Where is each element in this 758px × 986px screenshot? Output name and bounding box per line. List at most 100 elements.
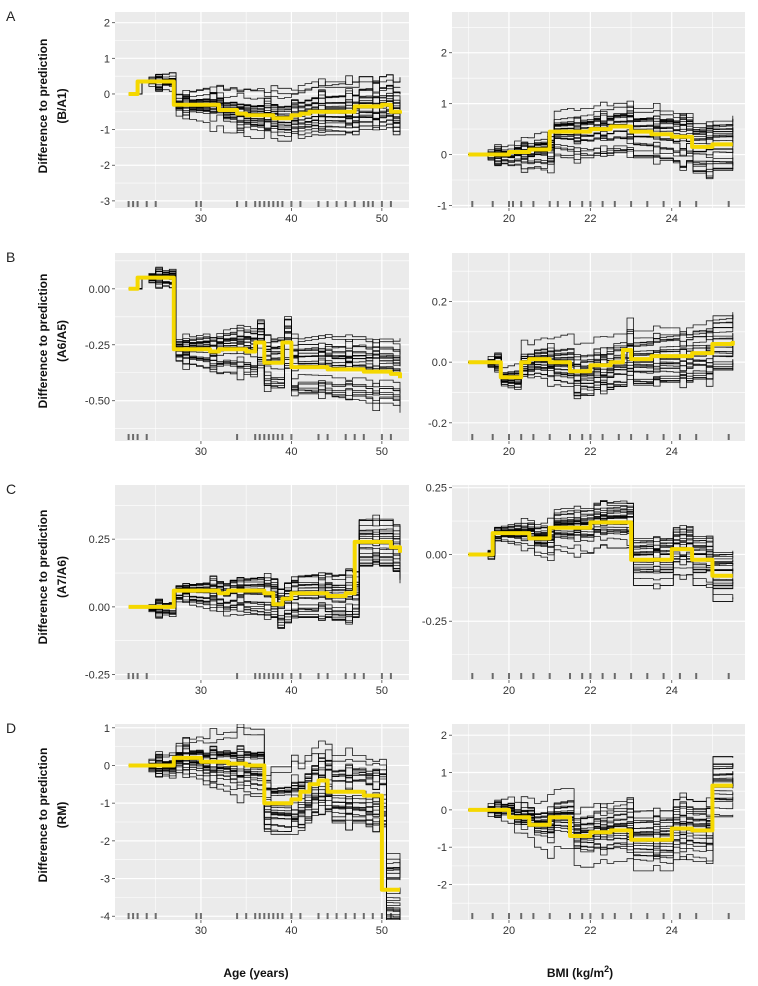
row-letter-b: B (6, 249, 15, 265)
rug-mark (272, 201, 275, 207)
rug-mark (532, 434, 535, 440)
rug-mark (299, 913, 302, 919)
panel-background (452, 12, 745, 208)
rug-mark (630, 201, 633, 207)
y-tick-label: 1 (441, 99, 447, 111)
ice-curve (128, 724, 401, 860)
rug-mark (127, 201, 130, 207)
rug-mark (317, 201, 320, 207)
rug-mark (353, 434, 356, 440)
rug-mark (520, 201, 523, 207)
rug-mark (254, 673, 257, 679)
rug-mark (299, 201, 302, 207)
x-tick-label: 22 (584, 685, 596, 697)
rug-mark (389, 673, 392, 679)
ice-curve (128, 518, 401, 609)
rug-mark (380, 913, 383, 919)
rug-mark (362, 673, 365, 679)
x-tick-label: 30 (195, 446, 207, 458)
ice-curve (128, 751, 401, 878)
panel-c-bmi: 20 22 24 -0.25 0.00 0.25 (422, 483, 745, 697)
panel-background (452, 724, 745, 920)
ice-curve (468, 809, 734, 872)
rug-mark (353, 673, 356, 679)
rug-mark (508, 673, 510, 679)
y-tick-label: -1 (100, 798, 110, 810)
y-tick-label: -2 (437, 880, 447, 892)
rug-mark (380, 434, 383, 440)
rug-mark (276, 201, 279, 207)
row-letter-a: A (6, 8, 16, 24)
y-tick-label: 1 (104, 53, 110, 65)
rug-mark (267, 673, 270, 679)
rug-mark (263, 913, 266, 919)
ice-curve (468, 107, 734, 155)
panel-background (452, 253, 745, 441)
rug-mark (695, 913, 698, 919)
rug-mark (145, 434, 148, 440)
rug-mark (678, 673, 681, 679)
rug-mark (136, 673, 139, 679)
rug-mark (335, 201, 338, 207)
ice-curve (468, 506, 734, 555)
y-axis-title-row-a: Difference to prediction (B/A1) (36, 39, 69, 174)
panel-a-bmi: 20 22 24 -1 0 1 2 (437, 12, 745, 225)
rug-mark (281, 201, 284, 207)
x-tick-label: 40 (285, 213, 297, 225)
rug-mark (317, 913, 320, 919)
y-axis-title-line2: (B/A1) (55, 88, 69, 123)
rug-mark (727, 913, 730, 919)
rug-mark (589, 673, 592, 679)
rug-mark (344, 201, 347, 207)
y-tick-label: -0.25 (85, 340, 110, 352)
rug-mark (258, 201, 261, 207)
y-tick-label: 2 (441, 730, 447, 742)
rug-mark (263, 673, 266, 679)
rug-mark (471, 913, 474, 919)
rug-mark (145, 673, 148, 679)
rug-mark (646, 673, 649, 679)
rug-mark (258, 673, 261, 679)
rug-mark (290, 201, 293, 207)
rug-mark (532, 913, 535, 919)
rug-mark (258, 913, 261, 919)
rug-mark (548, 201, 551, 207)
rug-mark (371, 201, 374, 207)
y-tick-label: 0.0 (432, 357, 447, 369)
y-tick-label: 1 (104, 723, 110, 735)
rug-mark (317, 673, 320, 679)
rug-mark (344, 434, 347, 440)
x-tick-label: 24 (666, 446, 678, 458)
curves (468, 756, 734, 872)
ice-curve (128, 561, 401, 626)
x-tick-label: 20 (503, 213, 515, 225)
y-tick-label: 0.25 (426, 483, 447, 495)
curves (468, 100, 734, 180)
pdp-line (128, 755, 400, 892)
y-tick-label: 0 (441, 150, 447, 162)
ice-curve (468, 510, 734, 562)
rug-mark (589, 201, 592, 207)
rug-mark (630, 913, 633, 919)
x-tick-label: 24 (666, 213, 678, 225)
rug-mark (613, 913, 616, 919)
rug-mark (276, 673, 279, 679)
rug-mark (678, 913, 681, 919)
rug-mark (520, 434, 523, 440)
curves (128, 266, 402, 413)
rug-mark (589, 434, 592, 440)
rug-mark (195, 913, 198, 919)
rug-mark (272, 913, 275, 919)
rug-mark (353, 913, 356, 919)
y-tick-label: -3 (100, 196, 110, 208)
rug-mark (272, 434, 275, 440)
rug-mark (154, 913, 157, 919)
rug-mark (290, 434, 293, 440)
ice-curve (128, 556, 401, 619)
y-tick-label: 0.2 (432, 297, 447, 309)
rug-mark (258, 434, 261, 440)
ice-curve (468, 773, 734, 835)
y-axis-title-row-c: Difference to prediction (A7/A6) (36, 510, 69, 645)
rug-mark (290, 913, 293, 919)
ice-curve (468, 809, 734, 864)
